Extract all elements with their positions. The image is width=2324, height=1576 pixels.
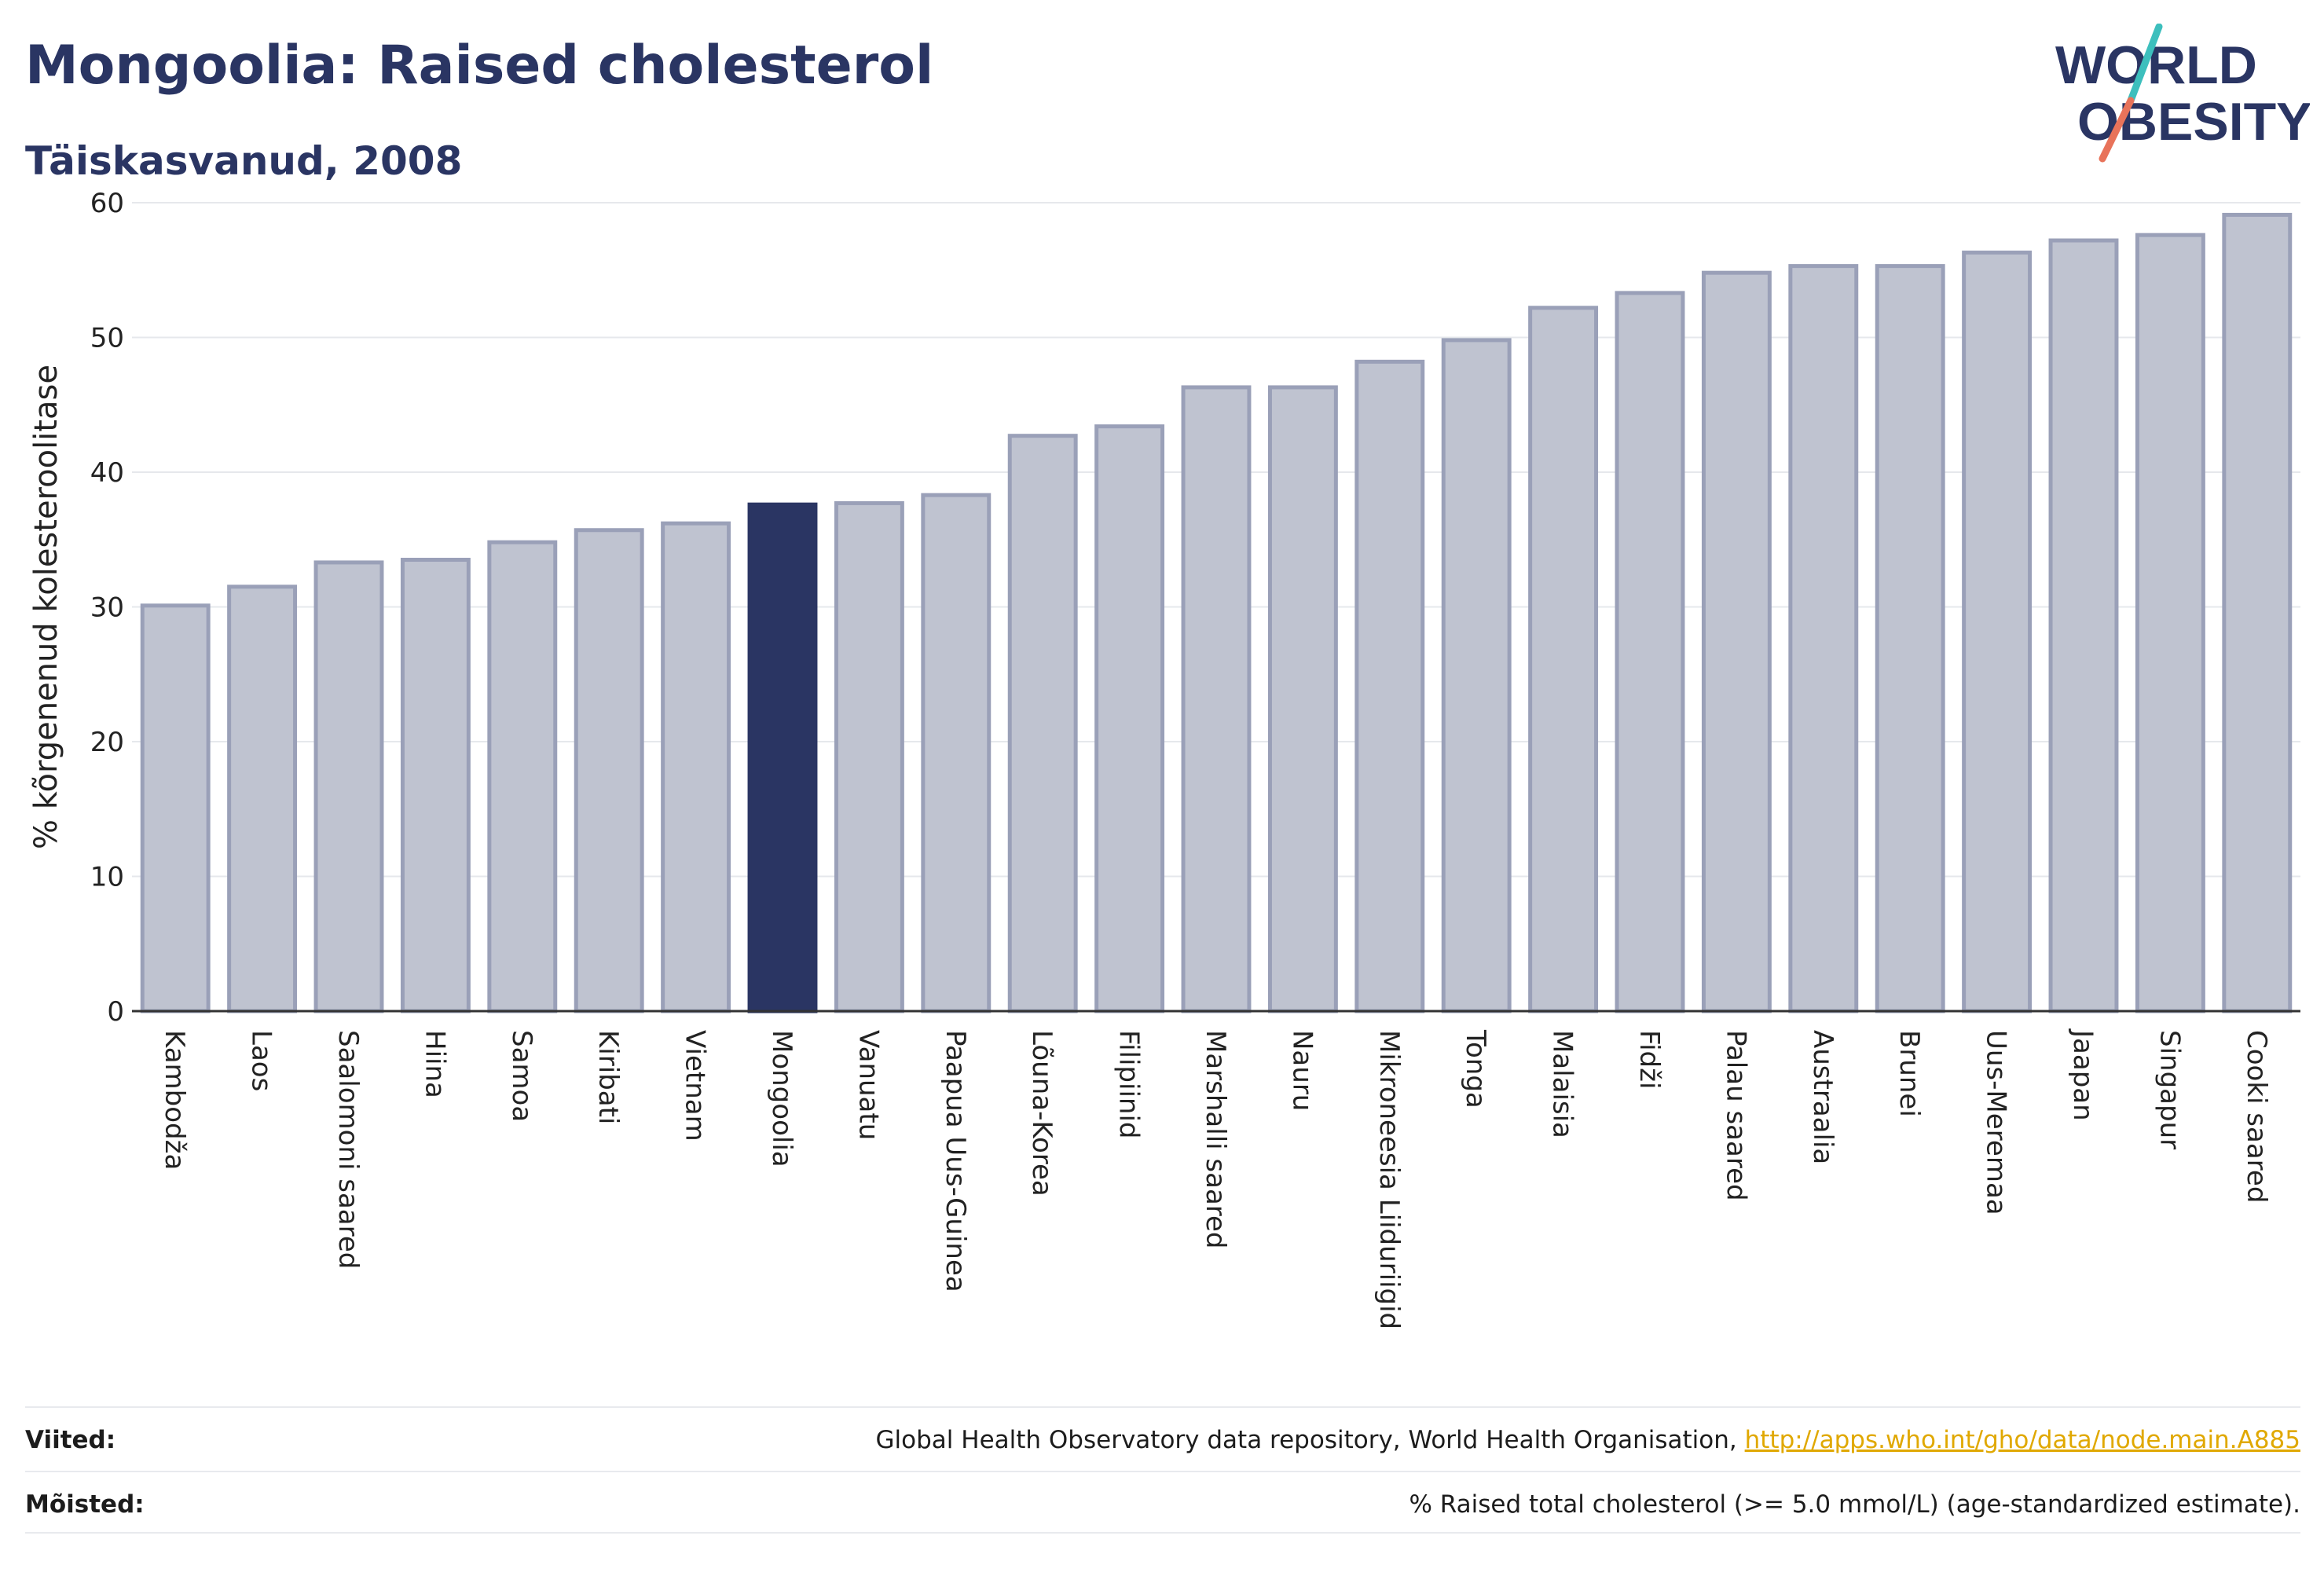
bar-singapur[interactable] — [2135, 233, 2205, 1013]
sources-row: Viited: Global Health Observatory data r… — [25, 1406, 2300, 1472]
bar-samoa[interactable] — [487, 540, 558, 1013]
x-tick-label: Lõuna-Korea — [1026, 1030, 1058, 1197]
world-obesity-logo: WORLD OBESITY — [2055, 24, 2310, 163]
bar-brunei[interactable] — [1875, 264, 1945, 1013]
bar-palau-saared[interactable] — [1701, 270, 1772, 1013]
x-tick-label: Kiribati — [592, 1030, 624, 1124]
sources-text-wrap: Global Health Observatory data repositor… — [876, 1426, 2300, 1454]
definitions-row: Mõisted: % Raised total cholesterol (>= … — [25, 1471, 2300, 1537]
bar-paapua-uus-guinea[interactable] — [921, 493, 992, 1013]
bar-tonga[interactable] — [1441, 338, 1512, 1013]
bar-vietnam[interactable] — [661, 521, 731, 1013]
x-tick-label: Austraalia — [1807, 1030, 1838, 1164]
x-tick-label: Saalomoni saared — [332, 1030, 364, 1269]
x-tick-label: Uus-Meremaa — [1981, 1030, 2012, 1215]
bar-vanuatu[interactable] — [834, 500, 904, 1013]
x-tick-label: Vietnam — [680, 1030, 711, 1142]
x-tick-label: Cooki saared — [2241, 1030, 2272, 1203]
y-tick-label: 0 — [107, 996, 124, 1028]
bar-fid-i[interactable] — [1615, 291, 1685, 1013]
chart-title: Mongoolia: Raised cholesterol — [25, 35, 934, 97]
y-tick-label: 60 — [90, 188, 124, 219]
x-tick-label: Laos — [246, 1030, 277, 1091]
bar-kambod-a[interactable] — [140, 603, 211, 1013]
x-tick-label: Nauru — [1286, 1030, 1318, 1111]
bar-mikroneesia-liiduriigid[interactable] — [1354, 359, 1425, 1013]
chart-subtitle: Täiskasvanud, 2008 — [25, 138, 463, 184]
bar-l-una-korea[interactable] — [1007, 434, 1078, 1013]
logo-slash-teal — [2127, 24, 2163, 104]
logo-line1: WORLD — [2055, 35, 2257, 95]
sources-text: Global Health Observatory data repositor… — [875, 1426, 1737, 1454]
y-tick-label: 20 — [90, 727, 124, 758]
x-tick-label: Palau saared — [1720, 1030, 1751, 1201]
footer-divider — [25, 1532, 2300, 1534]
logo-slash-coral — [2099, 97, 2135, 163]
sources-link[interactable]: http://apps.who.int/gho/data/node.main.A… — [1744, 1426, 2300, 1454]
bar-uus-meremaa[interactable] — [1962, 250, 2033, 1013]
bar-marshalli-saared[interactable] — [1181, 385, 1252, 1013]
definitions-label: Mõisted: — [25, 1490, 145, 1519]
x-tick-label: Vanuatu — [852, 1030, 884, 1140]
x-tick-label: Mongoolia — [766, 1030, 797, 1167]
y-axis-label: % kõrgenenud kolesteroolitase — [28, 365, 64, 849]
bar-jaapan[interactable] — [2048, 238, 2119, 1013]
bar-nauru[interactable] — [1267, 385, 1338, 1013]
sources-label: Viited: — [25, 1426, 116, 1454]
bar-hiina[interactable] — [400, 557, 471, 1013]
x-tick-label: Hiina — [419, 1030, 450, 1098]
bar-saalomoni-saared[interactable] — [313, 560, 384, 1013]
bar-chart: 0 10 20 30 40 50 60 % kõrgenenud kolesteroolita… — [28, 188, 2300, 1329]
y-tick-label: 50 — [90, 323, 124, 354]
x-tick-label: Brunei — [1893, 1030, 1925, 1117]
bar-laos[interactable] — [227, 585, 298, 1013]
bar-malaisia[interactable] — [1528, 306, 1599, 1013]
bar-mongoolia[interactable] — [747, 502, 818, 1013]
x-tick-label: Singapur — [2154, 1030, 2185, 1149]
x-tick-label: Marshalli saared — [1200, 1030, 1231, 1249]
y-tick-label: 30 — [90, 592, 124, 624]
y-tick-label: 40 — [90, 457, 124, 489]
bar-kiribati[interactable] — [574, 528, 644, 1013]
logo-line2: OBESITY — [2077, 92, 2310, 152]
x-tick-label: Kambodža — [159, 1030, 190, 1170]
bar-filipiinid[interactable] — [1094, 424, 1165, 1013]
x-tick-label: Paapua Uus-Guinea — [940, 1030, 971, 1292]
x-tick-label: Fidži — [1633, 1030, 1665, 1089]
x-tick-label: Jaapan — [2067, 1028, 2099, 1121]
x-tick-label: Samoa — [506, 1030, 537, 1122]
y-tick-label: 10 — [90, 862, 124, 893]
x-tick-label: Tonga — [1460, 1029, 1491, 1109]
definitions-text: % Raised total cholesterol (>= 5.0 mmol/… — [1409, 1490, 2300, 1519]
bar-cooki-saared[interactable] — [2222, 212, 2293, 1013]
x-tick-label: Mikroneesia Liiduriigid — [1373, 1030, 1405, 1329]
x-tick-label: Filipiinid — [1113, 1030, 1145, 1138]
bar-austraalia[interactable] — [1788, 264, 1859, 1013]
x-tick-label: Malaisia — [1547, 1030, 1578, 1138]
